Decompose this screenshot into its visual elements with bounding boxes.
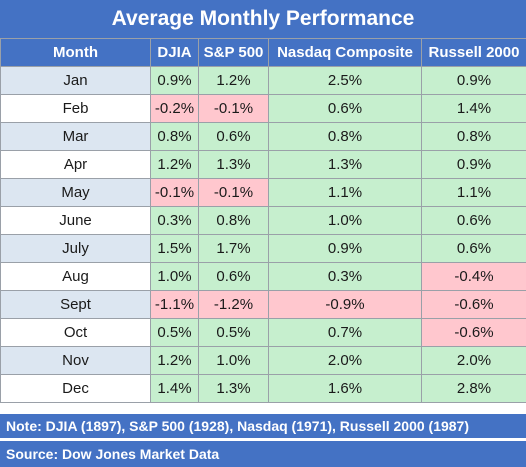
- month-cell: Sept: [0, 290, 151, 319]
- russell-cell: 0.6%: [421, 206, 526, 235]
- djia-cell: -0.1%: [150, 178, 199, 207]
- russell-cell: 1.1%: [421, 178, 526, 207]
- djia-cell: 1.4%: [150, 374, 199, 403]
- table-note: Note: DJIA (1897), S&P 500 (1928), Nasda…: [0, 414, 526, 438]
- month-cell: Nov: [0, 346, 151, 375]
- nasdaq-cell: 1.0%: [268, 206, 422, 235]
- djia-cell: -1.1%: [150, 290, 199, 319]
- djia-cell: 1.2%: [150, 150, 199, 179]
- table-row: June 0.3% 0.8% 1.0% 0.6%: [0, 206, 526, 235]
- nasdaq-cell: 2.0%: [268, 346, 422, 375]
- sp500-cell: 0.5%: [198, 318, 269, 347]
- header-month: Month: [0, 38, 151, 67]
- nasdaq-cell: 1.6%: [268, 374, 422, 403]
- month-cell: Feb: [0, 94, 151, 123]
- sp500-cell: 0.6%: [198, 122, 269, 151]
- table-row: Mar 0.8% 0.6% 0.8% 0.8%: [0, 122, 526, 151]
- nasdaq-cell: 1.3%: [268, 150, 422, 179]
- djia-cell: 1.0%: [150, 262, 199, 291]
- table-row: May -0.1% -0.1% 1.1% 1.1%: [0, 178, 526, 207]
- djia-cell: 0.8%: [150, 122, 199, 151]
- russell-cell: 2.8%: [421, 374, 526, 403]
- month-cell: Apr: [0, 150, 151, 179]
- sp500-cell: -0.1%: [198, 94, 269, 123]
- table-row: Jan 0.9% 1.2% 2.5% 0.9%: [0, 66, 526, 95]
- sp500-cell: 0.6%: [198, 262, 269, 291]
- nasdaq-cell: -0.9%: [268, 290, 422, 319]
- nasdaq-cell: 0.9%: [268, 234, 422, 263]
- russell-cell: 0.6%: [421, 234, 526, 263]
- month-cell: Jan: [0, 66, 151, 95]
- header-russell: Russell 2000: [421, 38, 526, 67]
- table-row: Aug 1.0% 0.6% 0.3% -0.4%: [0, 262, 526, 291]
- djia-cell: 0.5%: [150, 318, 199, 347]
- sp500-cell: 0.8%: [198, 206, 269, 235]
- month-cell: May: [0, 178, 151, 207]
- djia-cell: 1.5%: [150, 234, 199, 263]
- djia-cell: 0.9%: [150, 66, 199, 95]
- nasdaq-cell: 0.6%: [268, 94, 422, 123]
- month-cell: Dec: [0, 374, 151, 403]
- nasdaq-cell: 0.3%: [268, 262, 422, 291]
- table-source: Source: Dow Jones Market Data: [0, 441, 526, 467]
- russell-cell: 0.8%: [421, 122, 526, 151]
- russell-cell: 1.4%: [421, 94, 526, 123]
- table-row: Apr 1.2% 1.3% 1.3% 0.9%: [0, 150, 526, 179]
- sp500-cell: -0.1%: [198, 178, 269, 207]
- table-row: Nov 1.2% 1.0% 2.0% 2.0%: [0, 346, 526, 375]
- header-djia: DJIA: [150, 38, 199, 67]
- russell-cell: -0.4%: [421, 262, 526, 291]
- russell-cell: 0.9%: [421, 66, 526, 95]
- table-row: July 1.5% 1.7% 0.9% 0.6%: [0, 234, 526, 263]
- sp500-cell: 1.0%: [198, 346, 269, 375]
- month-cell: Aug: [0, 262, 151, 291]
- russell-cell: -0.6%: [421, 290, 526, 319]
- sp500-cell: 1.3%: [198, 150, 269, 179]
- table-title: Average Monthly Performance: [0, 0, 526, 38]
- table-row: Dec 1.4% 1.3% 1.6% 2.8%: [0, 374, 526, 403]
- month-cell: July: [0, 234, 151, 263]
- header-row: Month DJIA S&P 500 Nasdaq Composite Russ…: [0, 38, 526, 67]
- header-sp500: S&P 500: [198, 38, 269, 67]
- sp500-cell: -1.2%: [198, 290, 269, 319]
- russell-cell: 0.9%: [421, 150, 526, 179]
- nasdaq-cell: 0.8%: [268, 122, 422, 151]
- sp500-cell: 1.7%: [198, 234, 269, 263]
- table-row: Sept -1.1% -1.2% -0.9% -0.6%: [0, 290, 526, 319]
- russell-cell: 2.0%: [421, 346, 526, 375]
- sp500-cell: 1.2%: [198, 66, 269, 95]
- month-cell: Mar: [0, 122, 151, 151]
- sp500-cell: 1.3%: [198, 374, 269, 403]
- performance-table: Month DJIA S&P 500 Nasdaq Composite Russ…: [0, 38, 526, 403]
- nasdaq-cell: 2.5%: [268, 66, 422, 95]
- russell-cell: -0.6%: [421, 318, 526, 347]
- nasdaq-cell: 0.7%: [268, 318, 422, 347]
- djia-cell: 1.2%: [150, 346, 199, 375]
- header-nasdaq: Nasdaq Composite: [268, 38, 422, 67]
- nasdaq-cell: 1.1%: [268, 178, 422, 207]
- djia-cell: -0.2%: [150, 94, 199, 123]
- month-cell: Oct: [0, 318, 151, 347]
- djia-cell: 0.3%: [150, 206, 199, 235]
- table-row: Oct 0.5% 0.5% 0.7% -0.6%: [0, 318, 526, 347]
- month-cell: June: [0, 206, 151, 235]
- table-row: Feb -0.2% -0.1% 0.6% 1.4%: [0, 94, 526, 123]
- footer-divider: [0, 438, 526, 441]
